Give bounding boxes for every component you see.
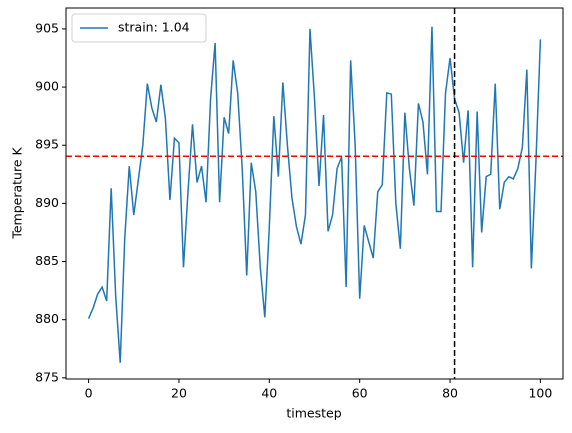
y-tick-label: 885 (35, 253, 59, 268)
legend-label: strain: 1.04 (118, 20, 190, 35)
y-tick-label: 900 (35, 79, 59, 94)
data-line (87, 26, 542, 363)
legend-box (71, 13, 207, 43)
x-tick-label: 60 (352, 386, 368, 401)
y-tick-label: 890 (35, 195, 59, 210)
y-tick-label: 880 (35, 311, 59, 326)
x-tick-label: 100 (528, 386, 552, 401)
x-tick-label: 0 (85, 386, 93, 401)
y-tick-label: 895 (35, 137, 59, 152)
x-tick-label: 20 (171, 386, 187, 401)
y-tick-label: 905 (35, 20, 59, 35)
y-axis-label: Temperature K (10, 147, 25, 240)
x-tick-label: 40 (261, 386, 277, 401)
x-axis-label: timestep (286, 406, 341, 421)
y-tick-label: 875 (35, 369, 59, 384)
x-tick-label: 80 (442, 386, 458, 401)
axes-frame (65, 7, 564, 380)
